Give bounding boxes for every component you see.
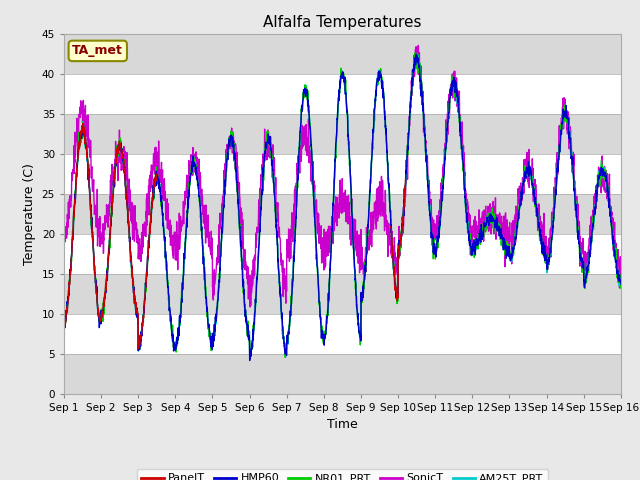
- SonicT: [568, 151, 576, 157]
- AM25T_PRT: [359, 292, 367, 298]
- NR01_PRT: [216, 270, 223, 276]
- Bar: [64, 34, 621, 73]
- SonicT: [60, 236, 68, 242]
- PanelT: [60, 313, 68, 319]
- Bar: [64, 274, 621, 313]
- Line: HMP60: HMP60: [64, 54, 621, 360]
- HMP60: [359, 289, 367, 295]
- NR01_PRT: [371, 100, 379, 106]
- AM25T_PRT: [505, 245, 513, 251]
- HMP60: [246, 358, 253, 363]
- Bar: [64, 114, 621, 154]
- HMP60: [412, 51, 420, 57]
- AM25T_PRT: [371, 102, 379, 108]
- NR01_PRT: [617, 284, 625, 290]
- Line: NR01_PRT: NR01_PRT: [64, 53, 621, 358]
- Title: Alfalfa Temperatures: Alfalfa Temperatures: [263, 15, 422, 30]
- Bar: [64, 313, 621, 354]
- AM25T_PRT: [246, 354, 254, 360]
- SonicT: [216, 230, 223, 236]
- AM25T_PRT: [216, 278, 223, 284]
- AM25T_PRT: [584, 260, 591, 266]
- Bar: [64, 354, 621, 394]
- NR01_PRT: [568, 153, 576, 159]
- NR01_PRT: [359, 288, 367, 294]
- AM25T_PRT: [568, 156, 576, 162]
- Bar: [64, 73, 621, 114]
- Line: AM25T_PRT: AM25T_PRT: [64, 54, 621, 357]
- SonicT: [505, 237, 513, 243]
- HMP60: [568, 155, 576, 161]
- Legend: PanelT, HMP60, NR01_PRT, SonicT, AM25T_PRT: PanelT, HMP60, NR01_PRT, SonicT, AM25T_P…: [137, 469, 548, 480]
- Bar: [64, 193, 621, 234]
- HMP60: [584, 266, 591, 272]
- SonicT: [415, 42, 422, 48]
- NR01_PRT: [282, 355, 289, 360]
- SonicT: [371, 215, 379, 220]
- NR01_PRT: [60, 313, 68, 319]
- NR01_PRT: [505, 241, 513, 247]
- HMP60: [617, 281, 625, 287]
- HMP60: [60, 317, 68, 323]
- Bar: [64, 234, 621, 274]
- AM25T_PRT: [412, 51, 420, 57]
- Y-axis label: Temperature (C): Temperature (C): [23, 163, 36, 264]
- Text: TA_met: TA_met: [72, 44, 124, 58]
- AM25T_PRT: [617, 278, 625, 284]
- SonicT: [584, 250, 591, 255]
- NR01_PRT: [584, 270, 591, 276]
- AM25T_PRT: [60, 316, 68, 322]
- HMP60: [371, 105, 379, 111]
- Line: PanelT: PanelT: [64, 123, 406, 349]
- Line: SonicT: SonicT: [64, 45, 621, 307]
- SonicT: [246, 304, 254, 310]
- HMP60: [216, 277, 223, 283]
- SonicT: [617, 266, 625, 272]
- SonicT: [359, 259, 367, 264]
- Bar: [64, 154, 621, 193]
- HMP60: [505, 246, 513, 252]
- X-axis label: Time: Time: [327, 418, 358, 431]
- NR01_PRT: [411, 50, 419, 56]
